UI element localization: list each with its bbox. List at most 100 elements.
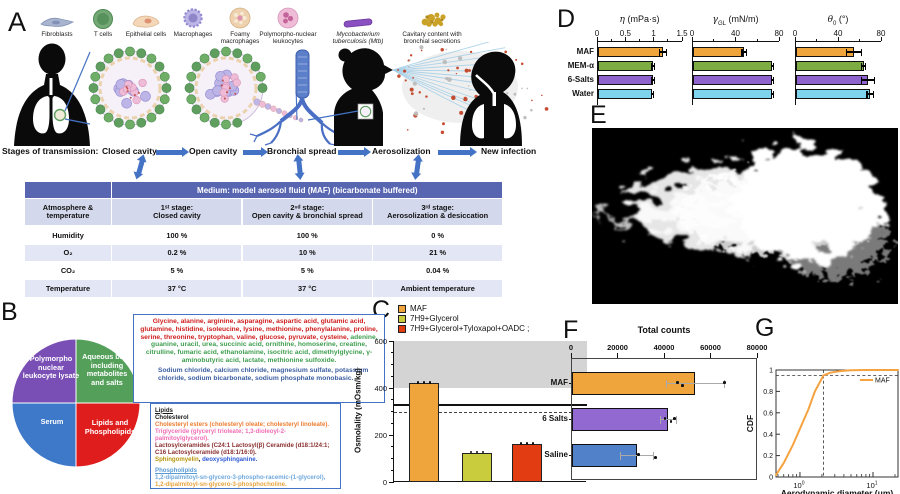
aerosol-droplet	[457, 56, 463, 61]
data-point	[525, 442, 529, 445]
x-tick	[837, 37, 839, 41]
chart-title: θ0 (°)	[827, 14, 849, 27]
plot-frame	[775, 369, 899, 478]
spilled-cell	[264, 103, 272, 110]
cell-type-legend: Fibroblasts T cells Epithelial cells Macrop…	[0, 2, 555, 46]
y-tick	[390, 375, 394, 377]
aerosol-droplet	[467, 85, 470, 87]
epithelial-cell-icon	[131, 5, 161, 30]
data-point	[669, 420, 673, 423]
x-tick-label: 1	[651, 29, 656, 38]
table-cell: 100 %	[242, 226, 372, 244]
bar-MEM-α	[693, 61, 773, 71]
foamy-macrophage-icon	[228, 5, 252, 30]
x-tick-label: 60000	[700, 343, 721, 352]
aerosol-droplet	[408, 65, 411, 68]
t-cell-ring	[209, 48, 220, 59]
error-cap	[872, 90, 874, 98]
error-cap	[659, 48, 661, 56]
maf-table: Medium: model aerosol fluid (MAF) (bicar…	[25, 182, 504, 297]
table-cell: 21 %	[373, 244, 503, 262]
t-cell-ring	[136, 117, 147, 128]
x-tick-label: 80	[774, 29, 784, 38]
error-bar	[651, 79, 655, 81]
aerosol-droplet	[515, 58, 518, 61]
zoom-line	[64, 51, 91, 112]
data-point	[481, 450, 485, 454]
x-tick-label: 101	[866, 481, 877, 491]
x-minor-tick	[756, 38, 758, 41]
t-cell-ring	[90, 94, 101, 105]
bar-MEM-α	[598, 61, 653, 71]
error-cap	[651, 62, 653, 70]
aerosol-droplet	[506, 92, 509, 95]
macrophage-icon	[181, 5, 205, 30]
bar-MEM-α	[796, 61, 864, 71]
double-arrow-icon	[296, 159, 303, 175]
t-cell-ring	[161, 83, 172, 93]
spilled-cell	[276, 108, 282, 114]
stage-label-2: Open cavity	[189, 146, 238, 156]
trachea-shape	[49, 78, 53, 95]
error-cap	[665, 379, 667, 388]
double-arrow-icon	[414, 159, 421, 175]
cavitary-content-icon	[415, 5, 449, 30]
aerosol-droplet	[442, 59, 448, 65]
aerosol-droplet	[406, 129, 409, 131]
table-cell: 0.2 %	[112, 244, 242, 262]
error-cap	[865, 62, 867, 70]
x-tick-label: 0	[792, 29, 798, 38]
x-minor-tick	[859, 38, 860, 41]
aerosol-droplet	[442, 122, 445, 126]
pmn-leukocyte-icon	[276, 5, 300, 30]
x-tick	[794, 37, 796, 41]
aerosol-droplet	[544, 107, 549, 111]
legend-swatch	[398, 325, 406, 333]
bar-Water	[598, 89, 653, 99]
legend-label: 7H9+Glycerol+Tyloxapol+OADC ;	[410, 324, 530, 333]
x-tick	[756, 353, 758, 358]
y-tick-label: 0.4	[763, 432, 773, 439]
category-label-6 Salts: 6 Salts	[542, 414, 568, 423]
error-bar	[771, 65, 774, 67]
y-tick	[389, 481, 394, 483]
panel-label-b: B	[1, 298, 18, 326]
y-tick	[389, 387, 394, 389]
legend-item-label: Polymorpho-nuclear leukocytes	[259, 31, 317, 46]
lipid-line: Cholesteryl esters (cholesteryl oleate; …	[155, 420, 330, 428]
t-cell-ring	[191, 104, 202, 115]
data-point	[519, 442, 523, 445]
error-cap	[770, 62, 772, 70]
pie-quadrant-pmn-lysate	[12, 339, 77, 404]
x-tick	[570, 353, 572, 358]
x-tick	[596, 37, 598, 41]
x-tick	[617, 353, 618, 358]
legend-label: 7H9+Glycerol	[410, 314, 459, 323]
cough-streamline	[392, 47, 506, 71]
pmn-cell	[138, 78, 147, 88]
aerosol-droplet	[403, 69, 407, 73]
x-minor-tick	[639, 38, 640, 41]
t-cell-ring	[103, 112, 114, 123]
y-tick-label: 400	[374, 383, 387, 393]
t-cell-ring	[257, 83, 268, 93]
bar-7H9+Glycerol+Tyloxapol+OADC ;	[512, 444, 542, 482]
error-cap	[665, 48, 668, 56]
total-counts-chart: Total counts 0 20000 40000 60000 80000 MAF 6 Sa…	[538, 312, 770, 494]
data-point	[428, 381, 432, 384]
physical-properties-charts: MAF MEM-α 6-Salts Water η (mPa·s) 0 0.5 1 1.5 γGL…	[553, 3, 900, 119]
data-point	[681, 384, 684, 387]
t-cell-ring	[199, 112, 210, 123]
legend-item-cavitary-content: Cavitary content with bronchial secretio…	[389, 5, 475, 45]
pmn-cell	[221, 74, 230, 84]
t-cell-ring	[125, 119, 135, 130]
error-cap	[653, 62, 655, 70]
aerosol-droplet	[397, 74, 401, 78]
data-point	[663, 417, 667, 420]
legend-item-mtb-bacillus: Mycobacterium tuberculosis (Mtb)	[320, 5, 396, 45]
x-tick-label: 40	[731, 29, 740, 38]
x-tick-label: 40000	[653, 343, 675, 352]
data-point	[676, 381, 680, 384]
plume-graphic	[592, 128, 898, 304]
error-cap	[873, 76, 876, 84]
